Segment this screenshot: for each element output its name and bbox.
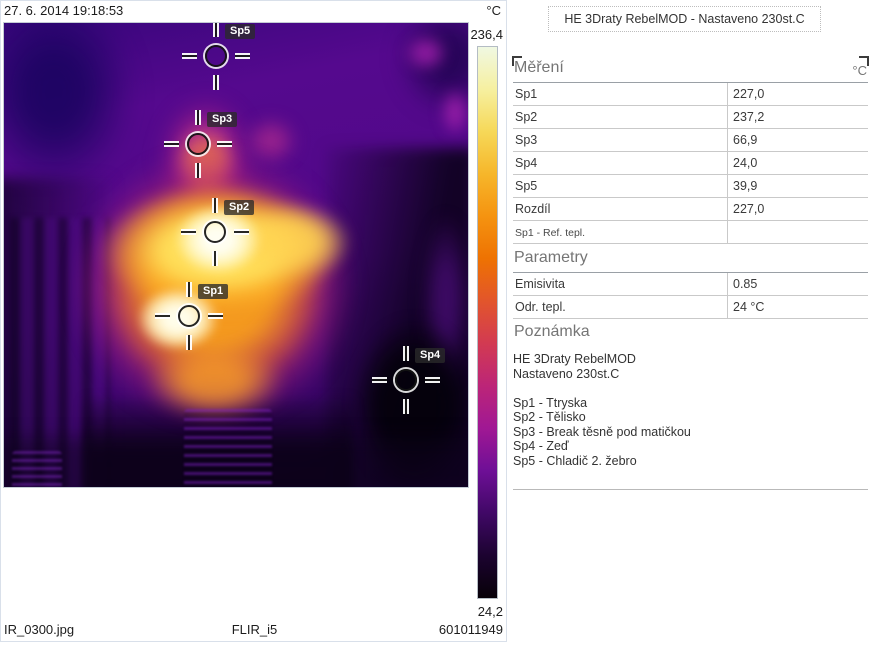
row-value: 66,9: [733, 133, 758, 147]
spot-label: Sp5: [225, 24, 256, 39]
note-line: [513, 381, 868, 396]
parameters-header-row: Parametry: [513, 248, 868, 273]
spot-circle-icon: [187, 133, 209, 155]
scale-unit-label: °C: [486, 3, 501, 18]
row-label: Sp5: [515, 179, 538, 193]
crosshair-tick-icon: [403, 346, 409, 361]
crosshair-tick-icon: [208, 313, 223, 319]
crosshair-tick-icon: [182, 53, 197, 59]
thermal-magenta-blotch: [400, 31, 452, 75]
thermal-report-image-panel[interactable]: 27. 6. 2014 19:18:53 °C 236,4 Sp1 Sp2 Sp3 S…: [0, 0, 507, 642]
table-row: Sp1 227,0: [513, 83, 868, 106]
thermal-radiator-fins-left: [12, 451, 62, 487]
note-line: Nastaveno 230st.C: [513, 366, 620, 381]
report-title[interactable]: HE 3Draty RebelMOD - Nastaveno 230st.C: [548, 6, 821, 32]
measurement-section[interactable]: Měření °C Sp1 227,0 Sp2 237,2 Sp3 66,9 Sp4 24,0…: [512, 56, 869, 244]
note-text-block: HE 3Draty RebelMOD Nastaveno 230st.C Sp1 …: [513, 352, 868, 468]
parameters-section[interactable]: Parametry Emisivita 0.85 Odr. tepl. 24 °C: [513, 248, 868, 319]
measurement-section-title: Měření: [514, 59, 564, 76]
row-label: Emisivita: [515, 277, 566, 291]
crosshair-tick-icon: [213, 23, 219, 37]
row-value: 227,0: [733, 87, 765, 101]
note-line: Sp4 - Zeď: [513, 439, 569, 453]
scale-min-temperature: 24,2: [477, 604, 503, 619]
thermal-image[interactable]: Sp1 Sp2 Sp3 Sp4 Sp5: [3, 22, 469, 488]
row-value: 24,0: [733, 156, 758, 170]
table-row: Sp2 237,2: [513, 106, 868, 129]
row-label: Sp3: [515, 133, 538, 147]
spot-circle-icon: [205, 45, 227, 67]
row-value: 0.85: [733, 277, 758, 291]
crosshair-tick-icon: [186, 335, 192, 350]
note-line: Sp2 - Tělisko: [513, 410, 586, 424]
row-label: Odr. tepl.: [515, 300, 566, 314]
spot-circle-icon: [395, 369, 417, 391]
spot-label: Sp2: [224, 200, 255, 215]
crosshair-tick-icon: [181, 229, 196, 235]
thermal-dark-band-bottom: [4, 438, 468, 487]
row-value: 39,9: [733, 179, 758, 193]
row-label: Sp1 - Ref. tepl.: [515, 227, 586, 239]
spot-circle-icon: [204, 221, 226, 243]
report-data-panel: HE 3Draty RebelMOD - Nastaveno 230st.C M…: [512, 0, 869, 645]
spot-label: Sp3: [207, 112, 238, 127]
note-header-row: Poznámka: [513, 322, 868, 344]
camera-model: FLIR_i5: [231, 622, 278, 637]
spot-circle-icon: [178, 305, 200, 327]
crosshair-tick-icon: [372, 377, 387, 383]
crosshair-tick-icon: [213, 75, 219, 90]
table-row: Rozdíl 227,0: [513, 198, 868, 221]
row-label: Sp2: [515, 110, 538, 124]
thermal-radiator-fins: [184, 409, 272, 487]
table-row: Sp3 66,9: [513, 129, 868, 152]
crosshair-tick-icon: [164, 141, 179, 147]
row-value: 237,2: [733, 110, 765, 124]
crosshair-tick-icon: [212, 198, 218, 213]
measurement-unit-label: °C: [852, 63, 867, 78]
table-row: Odr. tepl. 24 °C: [513, 296, 868, 319]
row-label: Sp4: [515, 156, 538, 170]
table-row: Sp4 24,0: [513, 152, 868, 175]
parameters-table: Emisivita 0.85 Odr. tepl. 24 °C: [513, 273, 868, 319]
camera-serial-number: 601011949: [438, 622, 503, 637]
parameters-section-title: Parametry: [514, 249, 588, 266]
crosshair-tick-icon: [217, 141, 232, 147]
capture-timestamp: 27. 6. 2014 19:18:53: [4, 3, 124, 18]
row-label: Rozdíl: [515, 202, 551, 216]
crosshair-tick-icon: [425, 377, 440, 383]
thermal-magenta-blotch: [437, 83, 468, 141]
temperature-scale-bar[interactable]: [477, 46, 498, 599]
row-value: 24 °C: [733, 300, 765, 314]
crosshair-tick-icon: [195, 110, 201, 125]
selection-corner-left-icon: [512, 56, 522, 66]
image-filename: IR_0300.jpg: [4, 622, 75, 637]
table-row: Sp1 - Ref. tepl.: [513, 221, 868, 244]
spot-label: Sp4: [415, 348, 446, 363]
note-section[interactable]: Poznámka HE 3Draty RebelMOD Nastaveno 230…: [513, 322, 868, 468]
row-value: 227,0: [733, 202, 765, 216]
table-row: Emisivita 0.85: [513, 273, 868, 296]
selection-corner-right-icon: [859, 56, 869, 66]
table-row: Sp5 39,9: [513, 175, 868, 198]
note-line: HE 3Draty RebelMOD: [513, 352, 636, 366]
measurement-table: Sp1 227,0 Sp2 237,2 Sp3 66,9 Sp4 24,0 Sp5 39,9 Roz…: [513, 83, 868, 244]
crosshair-tick-icon: [212, 251, 218, 266]
measurement-header-row: Měření °C: [512, 56, 869, 83]
note-line: Sp3 - Break těsně pod matičkou: [513, 424, 691, 439]
row-label: Sp1: [515, 87, 538, 101]
note-line: Sp5 - Chladič 2. žebro: [513, 453, 637, 468]
crosshair-tick-icon: [235, 53, 250, 59]
scale-max-temperature: 236,4: [470, 27, 503, 42]
thermal-hot-lower-tongue: [142, 341, 287, 421]
crosshair-tick-icon: [186, 282, 192, 297]
crosshair-tick-icon: [195, 163, 201, 178]
crosshair-tick-icon: [234, 229, 249, 235]
crosshair-tick-icon: [403, 399, 409, 414]
note-line: Sp1 - Ttryska: [513, 395, 588, 410]
crosshair-tick-icon: [155, 313, 170, 319]
spot-label: Sp1: [198, 284, 229, 299]
note-section-title: Poznámka: [514, 323, 590, 340]
section-divider: [513, 489, 868, 490]
